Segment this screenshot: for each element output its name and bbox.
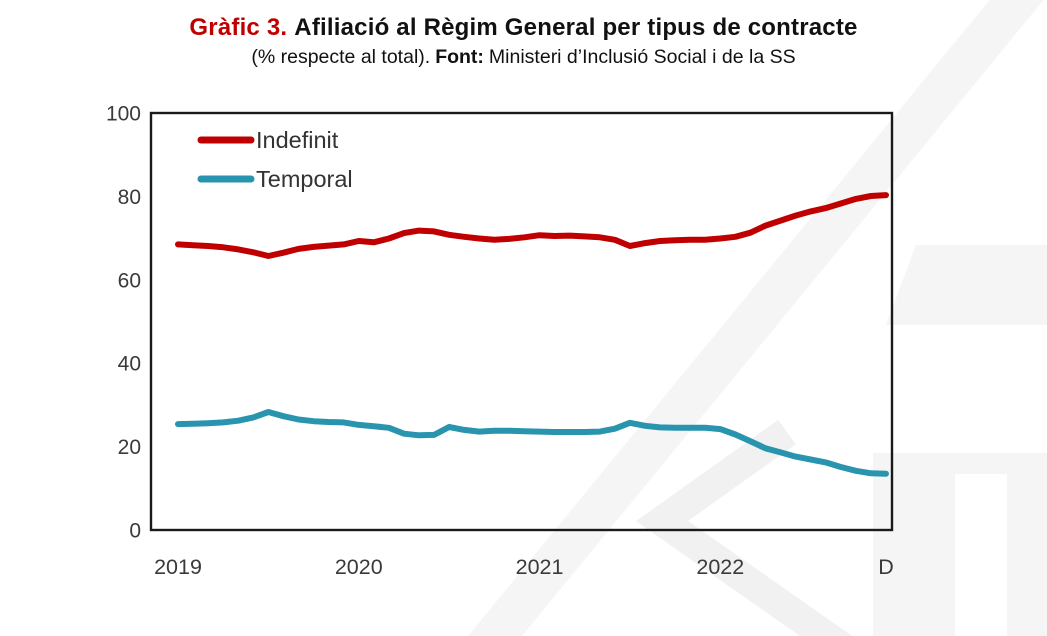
- temporal-line: [175, 409, 889, 477]
- chart-title: Gràfic 3. Afiliació al Règim General per …: [0, 14, 1047, 42]
- source-label: Font:: [435, 46, 484, 68]
- watermark-diagonal-stripe: [468, 0, 1044, 636]
- x-axis-label: 2021: [516, 555, 564, 579]
- chart-title-number: Gràfic 3.: [189, 14, 288, 41]
- y-axis-label: 40: [118, 353, 141, 376]
- watermark-pillar-block: [873, 453, 1047, 636]
- x-axis-label: 2020: [335, 555, 383, 579]
- watermark-horizontal-band: [886, 245, 1047, 325]
- legend-label-temporal: Temporal: [256, 166, 353, 192]
- chart-subtitle: (% respecte al total). Font: Ministeri d’I…: [0, 46, 1047, 69]
- y-axis-label: 60: [118, 269, 141, 292]
- x-axis-label: 2022: [696, 555, 744, 579]
- plot-frame: [149, 111, 894, 532]
- indefinit-line: [175, 192, 889, 259]
- y-axis-label: 20: [118, 436, 141, 459]
- watermark-chevron: [636, 419, 853, 636]
- x-axis-label: D: [878, 555, 894, 579]
- y-axis-label: 100: [106, 103, 141, 126]
- chart-subtitle-text: (% respecte al total).: [251, 46, 431, 68]
- chart-title-text: Afiliació al Règim General per tipus de …: [294, 14, 858, 41]
- y-axis-label: 0: [129, 520, 141, 543]
- y-axis-label: 80: [118, 186, 141, 209]
- chart-header: Gràfic 3. Afiliació al Règim General per …: [0, 14, 1047, 69]
- legend-label-indefinit: Indefinit: [256, 127, 339, 153]
- source-text: Ministeri d’Inclusió Social i de la SS: [488, 46, 796, 68]
- x-axis-label: 2019: [154, 555, 202, 579]
